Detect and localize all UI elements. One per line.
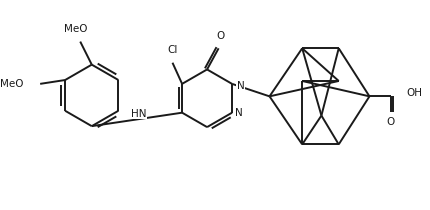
Text: O: O	[387, 117, 395, 127]
Text: Cl: Cl	[167, 45, 178, 55]
Text: N: N	[237, 81, 245, 91]
Text: HN: HN	[131, 109, 147, 119]
Text: MeO: MeO	[0, 79, 24, 89]
Text: OH: OH	[406, 88, 422, 97]
Text: O: O	[216, 31, 224, 41]
Text: N: N	[235, 108, 243, 118]
Text: MeO: MeO	[64, 24, 87, 34]
